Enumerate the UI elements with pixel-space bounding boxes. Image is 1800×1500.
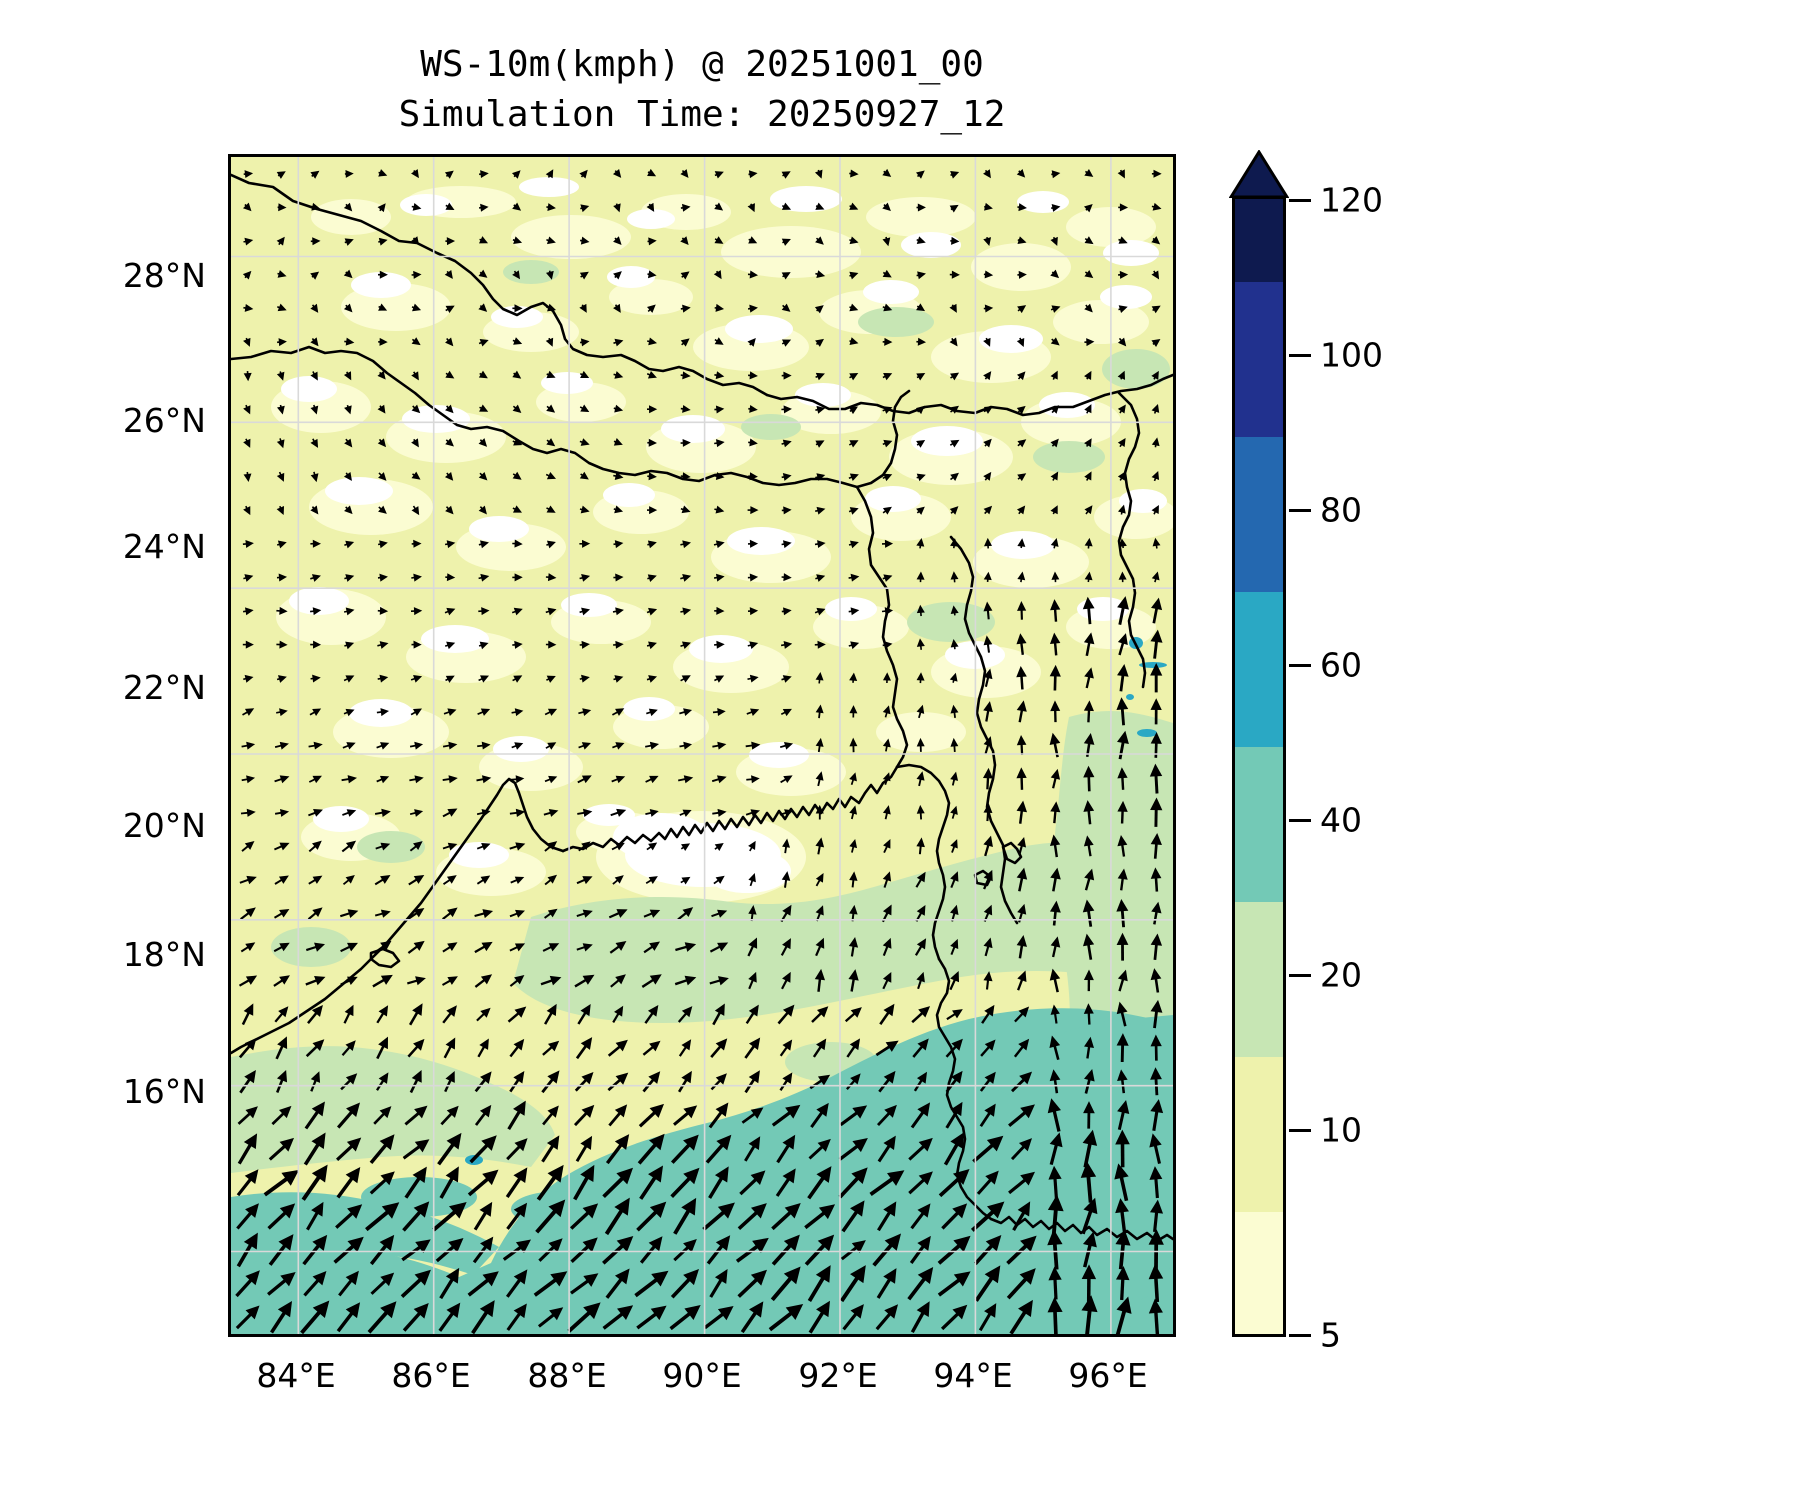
xtick-label-96E: 96°E xyxy=(1068,1356,1148,1395)
xtick-label-88E: 88°E xyxy=(527,1356,607,1395)
colorbar-band-80-100 xyxy=(1235,437,1283,592)
xtick-label-90E: 90°E xyxy=(662,1356,742,1395)
title-line-1: WS-10m(kmph) @ 20251001_00 xyxy=(420,44,984,85)
colorbar-band-5-10 xyxy=(1235,1212,1283,1334)
colorbar[interactable] xyxy=(1232,196,1286,1337)
xtick-label-94E: 94°E xyxy=(933,1356,1013,1395)
xtick-label-92E: 92°E xyxy=(798,1356,878,1395)
colorbar-label-10: 10 xyxy=(1320,1110,1362,1150)
colorbar-band-60-80 xyxy=(1235,592,1283,747)
colorbar-band-100-120 xyxy=(1235,282,1283,437)
ytick-label-20N: 20°N xyxy=(122,806,206,845)
colorbar-label-5: 5 xyxy=(1320,1315,1341,1355)
figure-title: WS-10m(kmph) @ 20251001_00 Simulation Ti… xyxy=(228,40,1176,140)
xtick-label-84E: 84°E xyxy=(256,1356,336,1395)
colorbar-label-80: 80 xyxy=(1320,490,1362,530)
title-line-2: Simulation Time: 20250927_12 xyxy=(398,94,1006,135)
ytick-label-18N: 18°N xyxy=(122,935,206,974)
ytick-label-16N: 16°N xyxy=(122,1072,206,1111)
ytick-label-28N: 28°N xyxy=(122,256,206,295)
colorbar-tick-20 xyxy=(1289,974,1311,977)
colorbar-label-20: 20 xyxy=(1320,955,1362,995)
coastline-and-borders xyxy=(231,173,1173,1243)
colorbar-label-100: 100 xyxy=(1320,335,1383,375)
map-plot-area[interactable] xyxy=(228,154,1176,1337)
colorbar-label-60: 60 xyxy=(1320,645,1362,685)
colorbar-tick-100 xyxy=(1289,354,1311,357)
colorbar-band-over-120 xyxy=(1235,199,1283,282)
ytick-label-22N: 22°N xyxy=(122,668,206,707)
colorbar-tick-80 xyxy=(1289,509,1311,512)
colorbar-tick-60 xyxy=(1289,664,1311,667)
colorbar-label-120: 120 xyxy=(1320,180,1383,220)
colorbar-tick-5 xyxy=(1289,1334,1311,1337)
colorbar-band-40-60 xyxy=(1235,747,1283,902)
ytick-label-24N: 24°N xyxy=(122,527,206,566)
colorbar-tick-40 xyxy=(1289,819,1311,822)
ytick-label-26N: 26°N xyxy=(122,401,206,440)
colorbar-label-40: 40 xyxy=(1320,800,1362,840)
map-canvas xyxy=(231,157,1173,1334)
colorbar-tick-10 xyxy=(1289,1129,1311,1132)
map-contour-svg xyxy=(231,157,1173,1334)
colorbar-extend-max-arrow xyxy=(1229,150,1289,198)
colorbar-tick-120 xyxy=(1289,199,1311,202)
xtick-label-86E: 86°E xyxy=(391,1356,471,1395)
colorbar-band-10-20 xyxy=(1235,1057,1283,1212)
colorbar-band-20-40 xyxy=(1235,902,1283,1057)
wind-vector-field xyxy=(235,168,1164,1334)
